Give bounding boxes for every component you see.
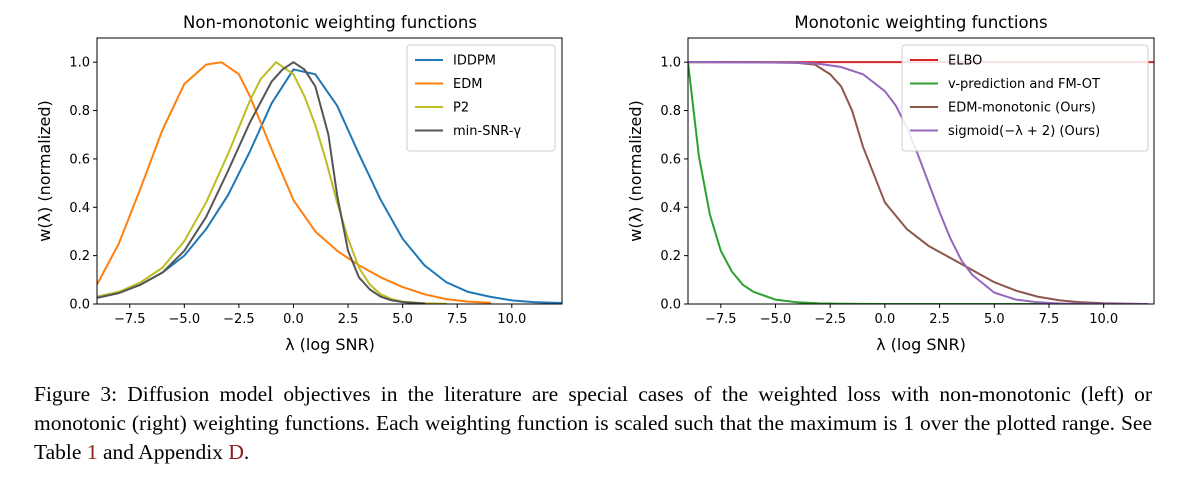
right-x-tick-label: 2.5 xyxy=(929,312,950,327)
right-x-tick-label: −2.5 xyxy=(814,312,846,327)
right-y-ticks: 0.0 0.2 0.4 0.6 0.8 1.0 xyxy=(660,56,688,313)
left-y-tick-label: 1.0 xyxy=(69,56,90,71)
left-y-tick-label: 0.0 xyxy=(69,298,90,313)
left-x-tick-label: −2.5 xyxy=(223,312,255,327)
right-y-tick-label: 1.0 xyxy=(660,56,681,71)
right-x-ticks: −7.5 −5.0 −2.5 0.0 2.5 5.0 7.5 10.0 xyxy=(705,304,1118,327)
right-legend-label: ELBO xyxy=(948,54,982,69)
right-panel: Monotonic weighting functions −7.5 −5.0 −2… xyxy=(626,13,1155,354)
left-legend-label: min-SNR-γ xyxy=(453,124,521,139)
right-legend-label: sigmoid(−λ + 2) (Ours) xyxy=(948,124,1100,139)
right-y-tick-label: 0.8 xyxy=(660,104,681,119)
right-title: Monotonic weighting functions xyxy=(794,13,1047,32)
left-legend: IDDPM EDM P2 min-SNR-γ xyxy=(406,44,556,152)
left-title: Non-monotonic weighting functions xyxy=(183,13,477,32)
right-x-label: λ (log SNR) xyxy=(876,335,966,354)
left-x-tick-label: 2.5 xyxy=(338,312,359,327)
right-y-tick-label: 0.6 xyxy=(660,152,681,167)
left-y-tick-label: 0.2 xyxy=(69,249,90,264)
figure-caption: Figure 3: Diffusion model objectives in … xyxy=(34,380,1152,467)
left-legend-label: IDDPM xyxy=(453,54,496,69)
left-curves xyxy=(97,61,562,304)
right-y-label: w(λ) (normalized) xyxy=(626,100,645,242)
left-legend-label: EDM xyxy=(453,77,482,92)
left-panel: Non-monotonic weighting functions −7.5 −5… xyxy=(35,13,563,354)
left-x-label: λ (log SNR) xyxy=(285,335,375,354)
right-axes-frame xyxy=(687,37,1155,305)
right-legend: ELBO v-prediction and FM-OT EDM-monotonic … xyxy=(901,44,1149,152)
left-legend-label: P2 xyxy=(453,101,469,116)
right-x-tick-label: −7.5 xyxy=(705,312,737,327)
right-x-tick-label: 5.0 xyxy=(984,312,1005,327)
right-x-tick-label: 0.0 xyxy=(875,312,896,327)
left-y-label: w(λ) (normalized) xyxy=(35,100,54,242)
caption-text: Figure 3: Diffusion model objectives in … xyxy=(34,382,1152,464)
left-series-line-2 xyxy=(97,61,491,304)
left-y-tick-label: 0.4 xyxy=(69,201,90,216)
left-series-line-3 xyxy=(97,61,448,304)
right-y-tick-label: 0.2 xyxy=(660,249,681,264)
right-y-tick-label: 0.0 xyxy=(660,298,681,313)
left-y-ticks: 0.0 0.2 0.4 0.6 0.8 1.0 xyxy=(69,56,97,313)
left-x-tick-label: 7.5 xyxy=(447,312,468,327)
right-series-line-3 xyxy=(688,61,1149,304)
right-x-tick-label: −5.0 xyxy=(760,312,792,327)
right-y-tick-label: 0.4 xyxy=(660,201,681,216)
right-legend-label: EDM-monotonic (Ours) xyxy=(948,101,1096,116)
figure: Non-monotonic weighting functions −7.5 −5… xyxy=(35,13,1155,354)
left-series-line-1 xyxy=(97,68,562,304)
right-x-tick-label: 7.5 xyxy=(1039,312,1060,327)
table-reference-link[interactable]: 1 xyxy=(86,440,98,464)
left-x-tick-label: 5.0 xyxy=(392,312,413,327)
left-x-tick-label: 0.0 xyxy=(283,312,304,327)
figure-svg: Non-monotonic weighting functions −7.5 −5… xyxy=(35,13,1155,354)
caption-text-mid: and Appendix xyxy=(97,440,229,464)
left-legend-box xyxy=(406,44,556,152)
left-y-tick-label: 0.8 xyxy=(69,104,90,119)
left-x-tick-label: 10.0 xyxy=(497,312,526,327)
left-x-tick-label: −5.0 xyxy=(169,312,201,327)
right-legend-label: v-prediction and FM-OT xyxy=(948,77,1100,92)
left-axes-frame xyxy=(96,37,563,305)
caption-text-end: . xyxy=(243,440,250,464)
right-series-line-4 xyxy=(688,61,1149,304)
right-legend-box xyxy=(901,44,1149,152)
right-x-tick-label: 10.0 xyxy=(1089,312,1118,327)
left-y-tick-label: 0.6 xyxy=(69,152,90,167)
appendix-reference-link[interactable]: D xyxy=(228,440,244,464)
left-x-tick-label: −7.5 xyxy=(114,312,146,327)
left-x-ticks: −7.5 −5.0 −2.5 0.0 2.5 5.0 7.5 10.0 xyxy=(114,304,526,327)
left-series-line-4 xyxy=(97,61,426,304)
right-series-line-2 xyxy=(688,61,1149,304)
